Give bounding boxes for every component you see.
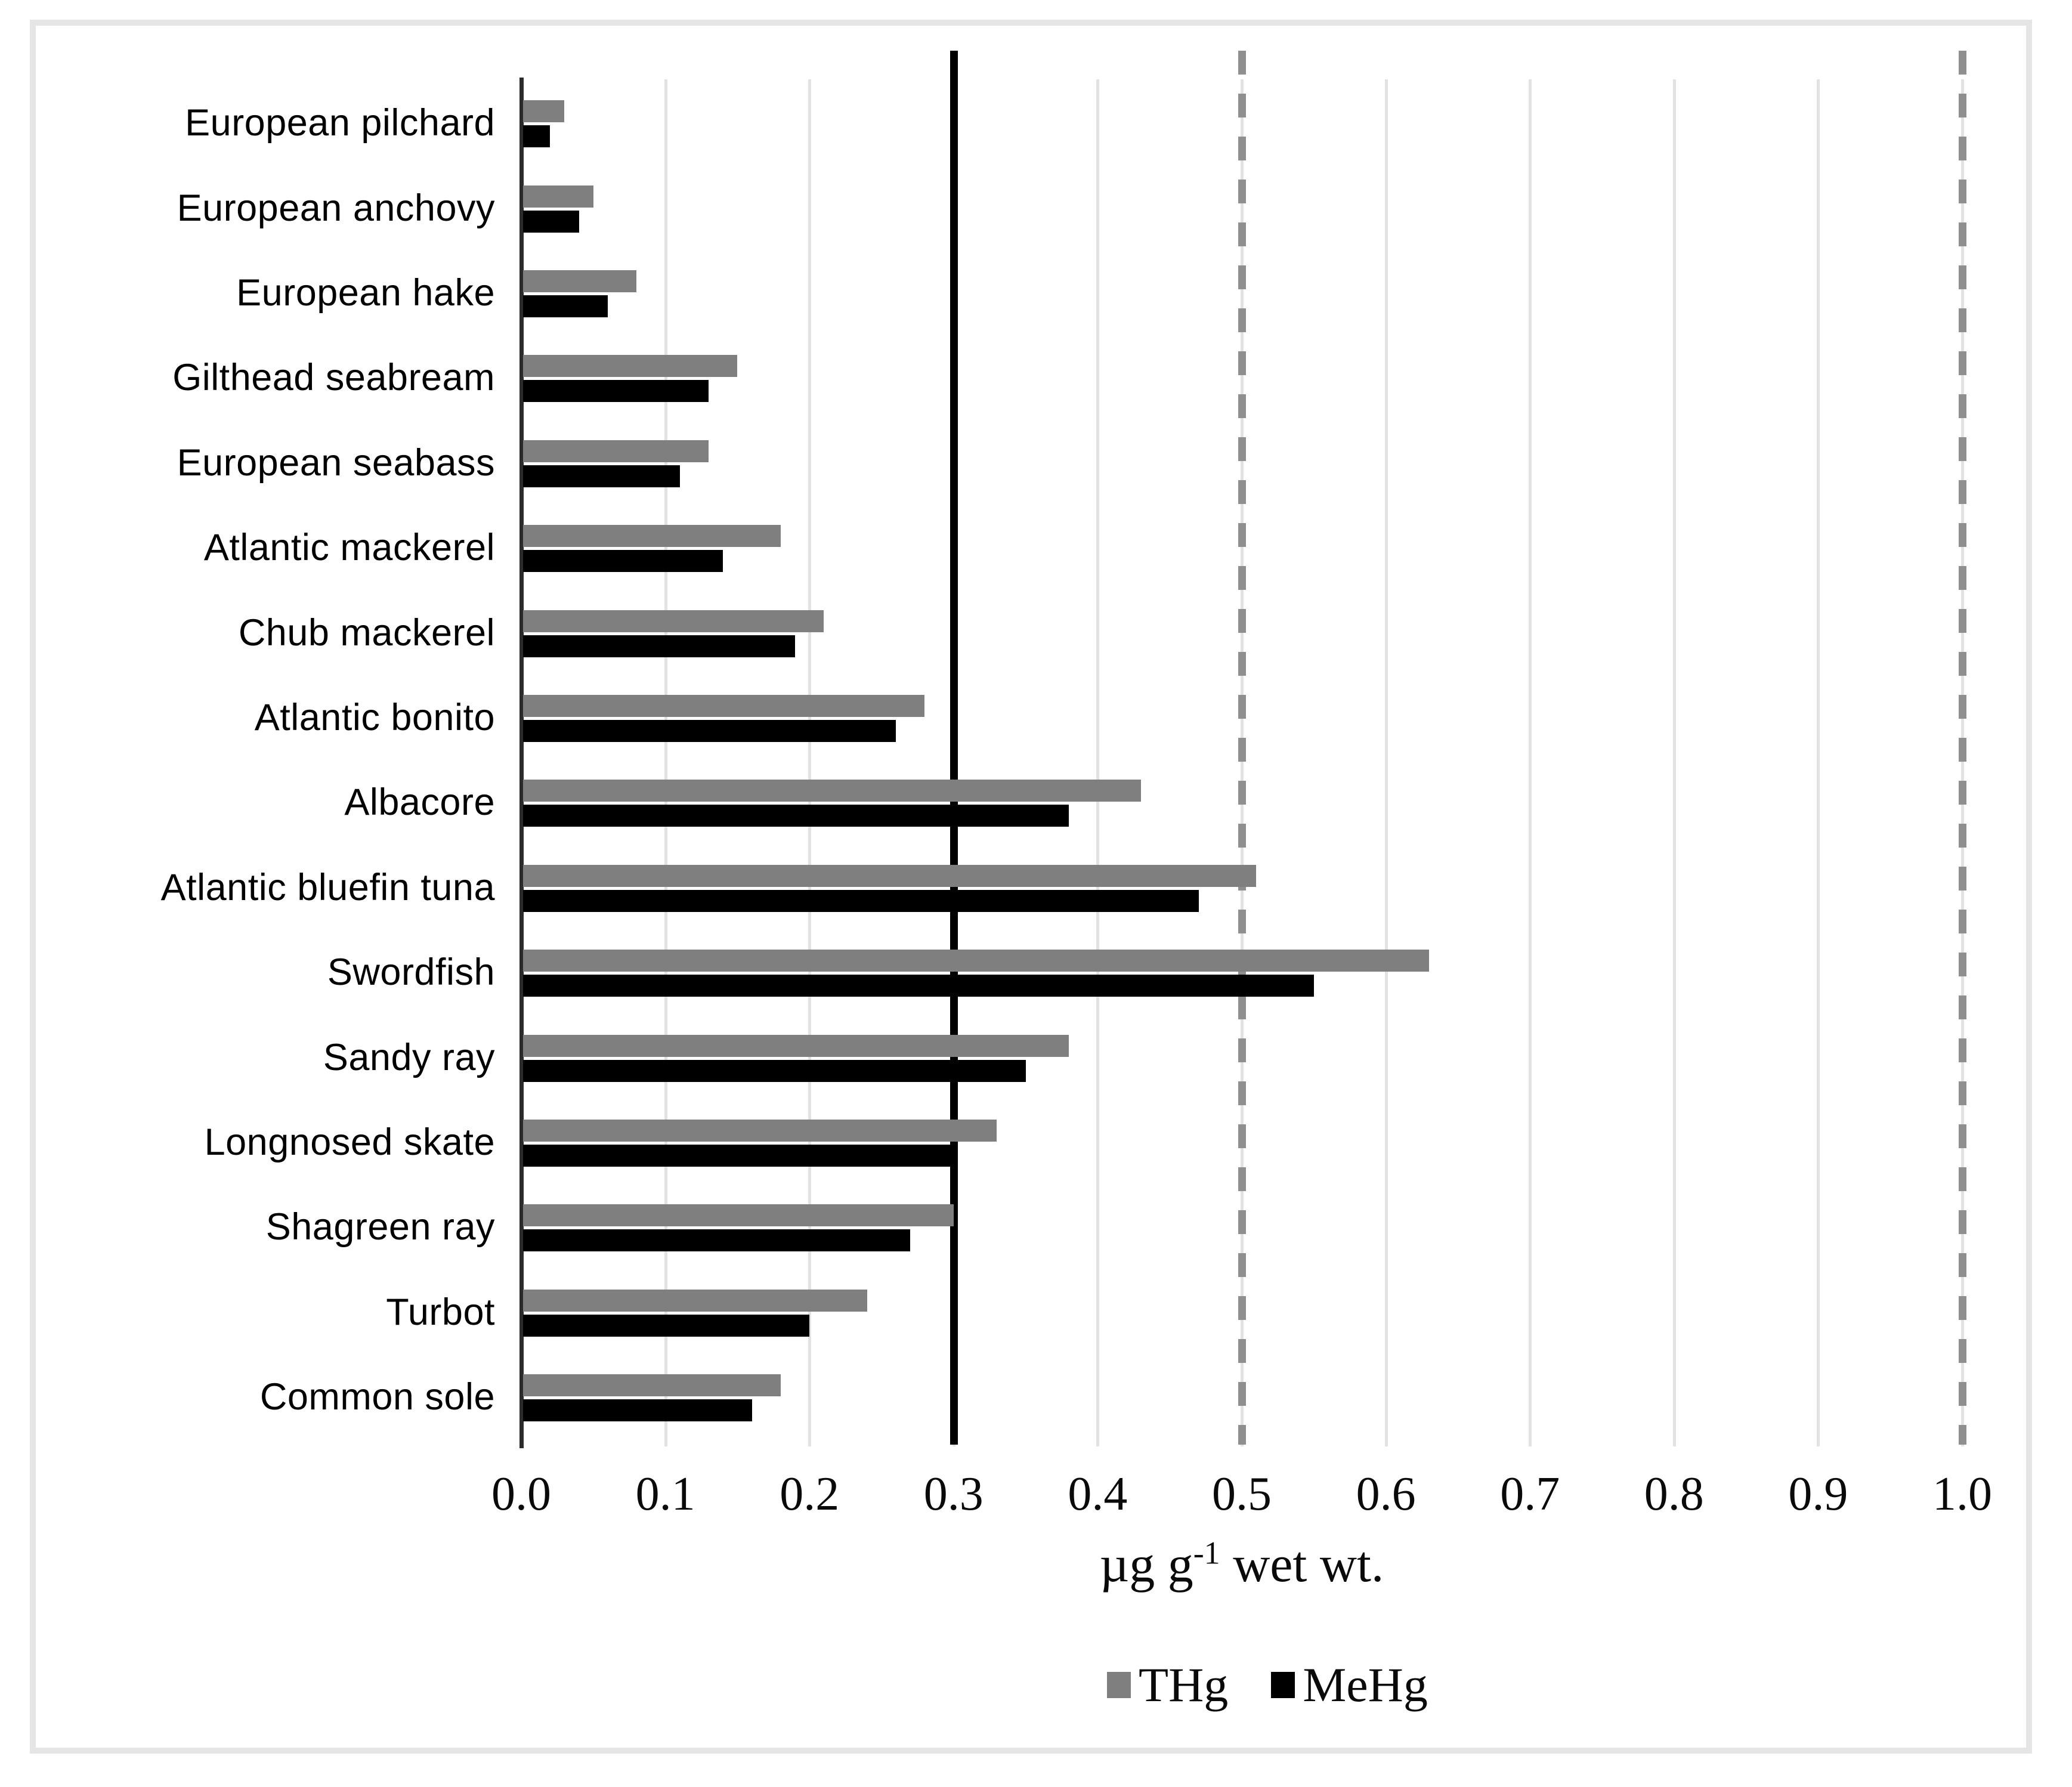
bar-mehg-turbot (523, 1314, 810, 1337)
legend-item-mehg: MeHg (1271, 1657, 1428, 1713)
category-label-longnosed-skate: Longnosed skate (204, 1121, 495, 1163)
bar-mehg-european-pilchard (523, 125, 551, 148)
category-label-atlantic-mackerel: Atlantic mackerel (203, 527, 495, 569)
bar-thg-sandy-ray (523, 1034, 1069, 1057)
category-label-european-hake: European hake (236, 271, 495, 314)
bar-mehg-swordfish (523, 975, 1314, 997)
category-label-atlantic-bonito: Atlantic bonito (254, 696, 495, 738)
category-label-gilthead-seabream: Gilthead seabream (172, 357, 495, 399)
bar-thg-turbot (523, 1289, 867, 1312)
bar-mehg-atlantic-bluefin-tuna (523, 889, 1199, 912)
bar-thg-chub-mackerel (523, 610, 824, 632)
category-label-chub-mackerel: Chub mackerel (238, 611, 495, 654)
x-tick-label-0.4: 0.4 (1068, 1468, 1128, 1520)
bar-thg-european-pilchard (523, 100, 565, 123)
gridline-0.7 (1529, 79, 1532, 1447)
category-label-common-sole: Common sole (259, 1376, 495, 1418)
x-axis-title-prefix: µg g (1099, 1535, 1193, 1593)
bar-mehg-atlantic-bonito (523, 720, 896, 742)
gridline-0.4 (1096, 79, 1100, 1447)
gridline-0.8 (1672, 79, 1676, 1447)
bar-thg-atlantic-mackerel (523, 525, 781, 548)
category-label-albacore: Albacore (344, 781, 495, 824)
legend-swatch-thg (1107, 1672, 1131, 1698)
x-tick-label-0.5: 0.5 (1212, 1468, 1272, 1520)
y-axis-line (519, 78, 524, 1449)
x-axis-title-superscript: -1 (1193, 1535, 1220, 1571)
bar-thg-european-hake (523, 270, 637, 292)
x-tick-label-0.3: 0.3 (923, 1468, 984, 1520)
bar-mehg-albacore (523, 805, 1069, 827)
bar-mehg-sandy-ray (523, 1059, 1026, 1082)
legend-swatch-mehg (1271, 1672, 1295, 1698)
x-tick-label-1.0: 1.0 (1932, 1468, 1992, 1520)
figure-border (30, 20, 2032, 1754)
x-tick-label-0.1: 0.1 (635, 1468, 695, 1520)
bar-mehg-longnosed-skate (523, 1145, 954, 1167)
bar-mehg-atlantic-mackerel (523, 550, 723, 573)
gridline-0.2 (808, 79, 812, 1447)
reference-line-dashed-1.0 (1959, 51, 1966, 1445)
bar-thg-gilthead-seabream (523, 355, 738, 378)
x-tick-label-0.8: 0.8 (1644, 1468, 1704, 1520)
gridline-0.1 (664, 79, 667, 1447)
bar-thg-longnosed-skate (523, 1120, 997, 1142)
bar-thg-european-seabass (523, 440, 709, 462)
reference-line-solid-0.3 (950, 51, 958, 1445)
x-axis-title: µg g-1 wet wt. (1100, 1534, 1384, 1594)
bar-thg-european-anchovy (523, 185, 593, 208)
gridline-0.6 (1384, 79, 1388, 1447)
category-label-turbot: Turbot (386, 1291, 495, 1333)
category-label-european-pilchard: European pilchard (185, 102, 495, 144)
bar-thg-albacore (523, 780, 1141, 802)
x-tick-label-0.6: 0.6 (1356, 1468, 1416, 1520)
bar-thg-swordfish (523, 950, 1430, 972)
x-tick-label-0.2: 0.2 (780, 1468, 840, 1520)
bar-mehg-shagreen-ray (523, 1229, 911, 1252)
category-label-atlantic-bluefin-tuna: Atlantic bluefin tuna (160, 866, 495, 908)
category-label-swordfish: Swordfish (327, 951, 495, 994)
bar-thg-common-sole (523, 1374, 781, 1397)
category-label-european-seabass: European seabass (177, 441, 495, 484)
bar-thg-shagreen-ray (523, 1204, 954, 1227)
bar-thg-atlantic-bluefin-tuna (523, 864, 1257, 887)
gridline-0.9 (1817, 79, 1820, 1447)
legend: THg MeHg (1107, 1657, 1428, 1713)
category-label-sandy-ray: Sandy ray (323, 1036, 495, 1078)
bar-thg-atlantic-bonito (523, 695, 925, 717)
bar-mehg-european-seabass (523, 465, 680, 487)
x-tick-label-0.7: 0.7 (1500, 1468, 1560, 1520)
x-tick-label-0.0: 0.0 (491, 1468, 551, 1520)
bar-mehg-european-hake (523, 295, 608, 317)
legend-label-thg: THg (1139, 1658, 1229, 1712)
bar-mehg-chub-mackerel (523, 635, 796, 657)
x-tick-label-0.9: 0.9 (1788, 1468, 1848, 1520)
legend-item-thg: THg (1107, 1657, 1228, 1713)
bar-mehg-european-anchovy (523, 210, 579, 233)
bar-mehg-common-sole (523, 1399, 752, 1422)
bar-mehg-gilthead-seabream (523, 380, 709, 403)
x-axis-title-suffix: wet wt. (1220, 1535, 1384, 1593)
legend-label-mehg: MeHg (1303, 1658, 1428, 1712)
category-label-european-anchovy: European anchovy (177, 187, 495, 229)
category-label-shagreen-ray: Shagreen ray (265, 1206, 495, 1248)
reference-line-dashed-0.5 (1238, 51, 1246, 1445)
